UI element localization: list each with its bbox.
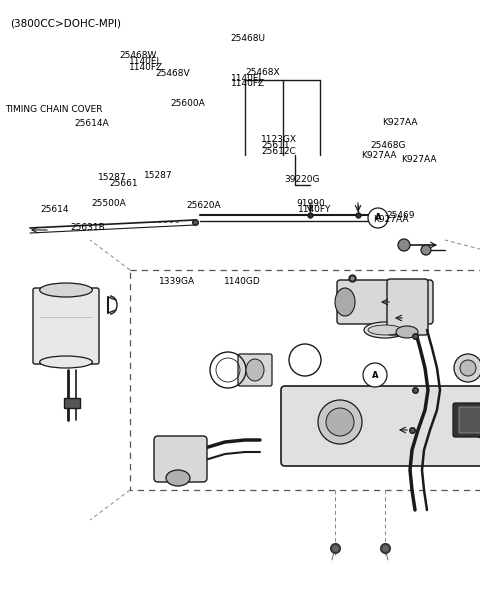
Text: 25600A: 25600A [170,99,205,108]
Circle shape [326,408,354,436]
Ellipse shape [166,470,190,486]
Text: 1140GD: 1140GD [224,277,261,287]
Text: 1140EJ: 1140EJ [129,57,160,66]
Circle shape [398,239,410,251]
Text: K927AA: K927AA [361,151,396,160]
FancyBboxPatch shape [337,280,433,324]
Text: 25612C: 25612C [261,148,296,157]
Text: 1140FY: 1140FY [298,206,331,214]
Text: 25614: 25614 [40,205,69,214]
FancyBboxPatch shape [33,288,99,364]
Text: 1140EJ: 1140EJ [231,74,262,83]
Text: 25661: 25661 [109,179,138,188]
FancyBboxPatch shape [238,354,272,386]
Text: 25468X: 25468X [245,68,280,77]
Ellipse shape [246,359,264,381]
Ellipse shape [40,356,92,368]
Text: K927AA: K927AA [373,215,408,225]
Circle shape [460,360,476,376]
Text: (3800CC>DOHC-MPI): (3800CC>DOHC-MPI) [10,18,121,28]
Circle shape [421,245,431,255]
Circle shape [363,363,387,387]
Text: TIMING CHAIN COVER: TIMING CHAIN COVER [5,104,103,114]
Text: 25611: 25611 [261,141,289,150]
Text: 25614A: 25614A [74,120,108,129]
Text: 25468W: 25468W [119,52,156,61]
FancyBboxPatch shape [387,279,428,335]
Text: 25469: 25469 [386,211,415,220]
Text: 25468U: 25468U [230,34,265,43]
Text: 39220G: 39220G [284,175,320,185]
Bar [130,270,480,490]
Text: 25500A: 25500A [91,200,126,208]
Text: 25620A: 25620A [186,200,221,209]
Ellipse shape [40,283,92,297]
Circle shape [318,400,362,444]
FancyBboxPatch shape [281,386,480,466]
Circle shape [454,354,480,382]
FancyBboxPatch shape [64,398,80,408]
Text: 1339GA: 1339GA [158,277,194,287]
Text: A: A [375,214,381,223]
Text: 1123GX: 1123GX [261,135,297,143]
FancyBboxPatch shape [453,403,480,437]
Text: 1140FZ: 1140FZ [231,80,265,89]
Circle shape [368,208,388,228]
Text: 91990: 91990 [296,198,325,208]
FancyBboxPatch shape [154,436,207,482]
Ellipse shape [396,326,418,338]
Text: K927AA: K927AA [401,155,437,164]
Text: K927AA: K927AA [382,118,418,127]
Ellipse shape [335,288,355,316]
Ellipse shape [364,322,406,338]
Text: 25468G: 25468G [370,140,406,149]
Text: A: A [372,370,378,379]
Text: 25468V: 25468V [155,69,190,78]
Text: 15287: 15287 [144,172,173,180]
Text: 25631B: 25631B [70,223,105,232]
Text: 1140FZ: 1140FZ [129,63,163,72]
FancyBboxPatch shape [459,407,480,433]
Ellipse shape [368,325,402,335]
Text: 15287: 15287 [98,172,127,181]
